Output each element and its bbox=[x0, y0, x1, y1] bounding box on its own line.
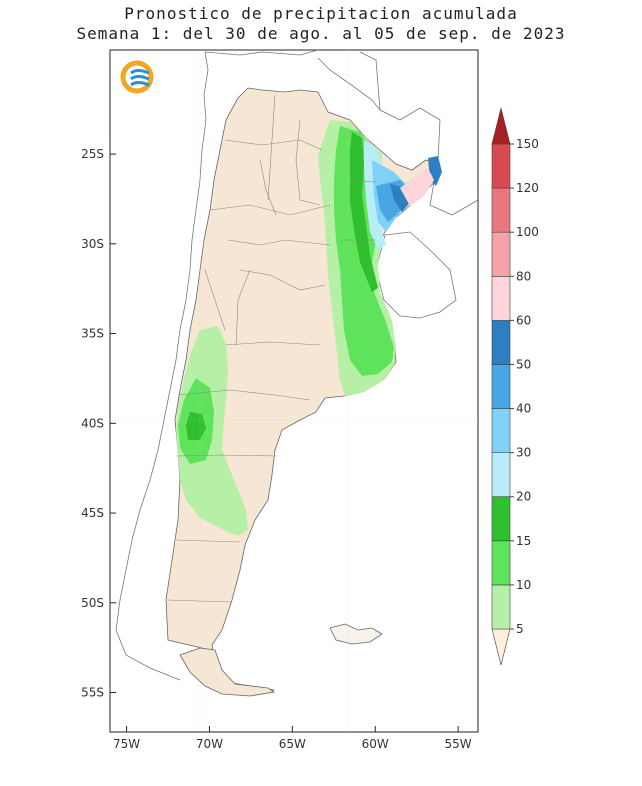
precip-areas bbox=[176, 120, 442, 536]
lat-tick-label: 30S bbox=[81, 237, 104, 251]
colorbar-label: 120 bbox=[516, 181, 539, 195]
colorbar-label: 60 bbox=[516, 313, 531, 327]
latitude-axis: 25S 30S 35S 40S 45S 50S 55S bbox=[81, 147, 116, 700]
colorbar-label: 5 bbox=[516, 622, 524, 636]
colorbar-segment bbox=[491, 187, 511, 233]
colorbar-label: 10 bbox=[516, 578, 531, 592]
lat-tick-label: 40S bbox=[81, 416, 104, 430]
lon-tick-label: 75W bbox=[113, 737, 140, 751]
colorbar-segment bbox=[491, 584, 511, 630]
chart-subtitle: Semana 1: del 30 de ago. al 05 de sep. d… bbox=[76, 24, 566, 43]
colorbar-label: 40 bbox=[516, 402, 531, 416]
colorbar-segment bbox=[491, 540, 511, 586]
tierra-del-fuego bbox=[179, 647, 276, 697]
colorbar-segment bbox=[491, 275, 511, 321]
lat-tick-label: 25S bbox=[81, 147, 104, 161]
colorbar-label: 150 bbox=[516, 137, 539, 151]
chile-outline bbox=[115, 51, 209, 681]
precip-area-15mm-patagonia bbox=[186, 412, 206, 440]
malvinas-islands bbox=[329, 623, 383, 645]
grid-lines bbox=[110, 50, 478, 732]
uruguay-outline bbox=[375, 231, 457, 319]
colorbar-top-arrow bbox=[491, 107, 511, 145]
lon-tick-label: 55W bbox=[445, 737, 472, 751]
smn-logo-icon bbox=[120, 60, 154, 94]
colorbar-label: 100 bbox=[516, 225, 539, 239]
colorbar-bottom-arrow bbox=[491, 628, 511, 666]
lon-tick-label: 60W bbox=[362, 737, 389, 751]
lat-tick-label: 50S bbox=[81, 596, 104, 610]
colorbar-label: 20 bbox=[516, 490, 531, 504]
colorbar-segment bbox=[491, 364, 511, 409]
lon-tick-label: 70W bbox=[196, 737, 223, 751]
map-content bbox=[110, 50, 478, 732]
colorbar-segment bbox=[491, 231, 511, 277]
lat-tick-label: 35S bbox=[81, 327, 104, 341]
lat-tick-label: 45S bbox=[81, 506, 104, 520]
colorbar-segment bbox=[491, 452, 511, 498]
province-boundaries bbox=[167, 94, 377, 603]
colorbar-segment bbox=[491, 143, 511, 189]
paraguay-border bbox=[317, 51, 381, 112]
colorbar-label: 30 bbox=[516, 446, 531, 460]
colorbar: 5 10 15 20 30 40 50 60 80 100 120 150 bbox=[491, 107, 539, 666]
lon-tick-label: 65W bbox=[279, 737, 306, 751]
colorbar-segment bbox=[491, 320, 511, 365]
colorbar-label: 80 bbox=[516, 269, 531, 283]
colorbar-label: 15 bbox=[516, 534, 531, 548]
precip-area-15mm-ne bbox=[350, 132, 378, 292]
colorbar-segment bbox=[491, 496, 511, 542]
precip-area-misiones-80mm bbox=[400, 168, 434, 206]
colorbar-label: 50 bbox=[516, 357, 531, 371]
bolivia-border bbox=[204, 50, 319, 56]
colorbar-segment bbox=[491, 408, 511, 453]
brazil-border bbox=[379, 107, 478, 216]
longitude-axis: 75W 70W 65W 60W 55W bbox=[113, 726, 472, 751]
lat-tick-label: 55S bbox=[81, 686, 104, 700]
chart-title: Pronostico de precipitacion acumulada bbox=[124, 4, 518, 23]
